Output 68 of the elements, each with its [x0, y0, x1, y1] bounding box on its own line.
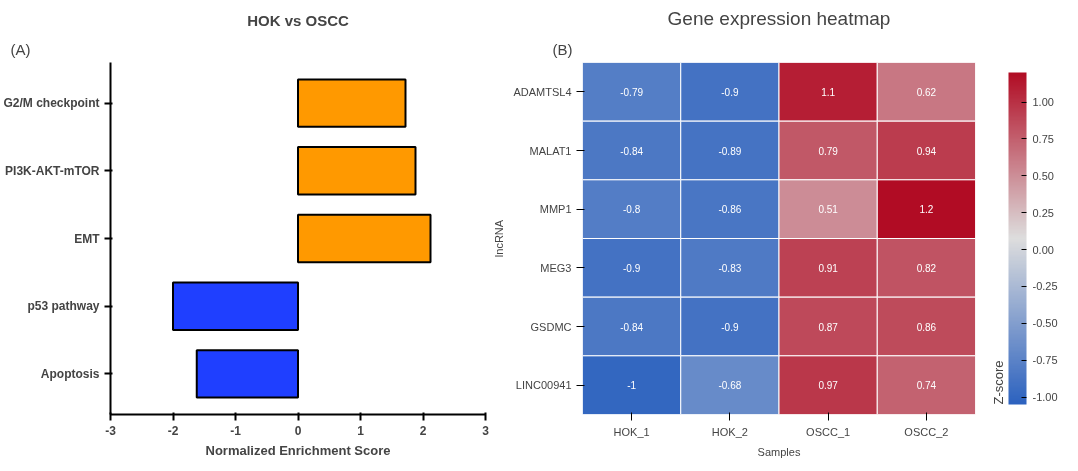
color-bar-label: 1.00 — [1032, 96, 1054, 109]
x-tick-label: HOK_1 — [613, 425, 650, 438]
color-bar-label: -0.75 — [1032, 354, 1058, 367]
y-tick-label: MEG3 — [540, 261, 572, 274]
x-axis-title: Normalized Enrichment Score — [205, 442, 391, 458]
bar — [297, 78, 407, 128]
x-tick-label: -3 — [105, 423, 117, 438]
data-label: -0.8 — [623, 204, 641, 216]
text: (A) — [10, 40, 31, 58]
data-label: 0.74 — [916, 380, 937, 392]
x-tick-label: 2 — [419, 423, 427, 438]
data-label: -0.84 — [620, 321, 644, 333]
data-label: -0.68 — [718, 380, 742, 392]
y-tick-label: Apoptosis — [40, 366, 100, 381]
y-tick-label: PI3K-AKT-mTOR — [5, 163, 100, 178]
data-label: 0.97 — [818, 380, 839, 392]
data-label: -0.9 — [721, 86, 739, 98]
data-label: 0.82 — [916, 262, 937, 274]
data-label: -0.9 — [721, 321, 739, 333]
data-label: 0.79 — [818, 145, 839, 157]
x-axis-title: Samples — [757, 445, 801, 458]
data-label: -0.83 — [718, 262, 742, 274]
x-tick-label: 3 — [482, 423, 490, 438]
color-bar-label: 0.50 — [1032, 169, 1054, 182]
x-tick-label: HOK_2 — [711, 425, 748, 438]
color-bar-label: -1.00 — [1032, 391, 1058, 404]
y-tick-label: p53 pathway — [27, 299, 100, 314]
x-tick-label: OSCC_2 — [904, 425, 949, 438]
data-label: -1 — [627, 380, 637, 392]
x-tick-label: 1 — [357, 423, 365, 438]
x-tick-label: -1 — [230, 423, 242, 438]
color-bar-title: Z-score — [990, 360, 1006, 405]
data-label: 0.91 — [818, 262, 839, 274]
x-tick-label: OSCC_1 — [806, 425, 851, 438]
data-label: 0.62 — [916, 86, 937, 98]
data-label: -0.9 — [623, 262, 641, 274]
color-bar-label: 0.00 — [1032, 243, 1054, 256]
y-axis-title: lncRNA — [493, 219, 506, 258]
data-label: -0.89 — [718, 145, 742, 157]
color-bar-label: 0.25 — [1032, 206, 1054, 219]
y-tick-label: LINC00941 — [515, 379, 572, 392]
y-tick-label: MMP1 — [539, 203, 572, 216]
bar — [172, 281, 299, 331]
data-label: -0.86 — [718, 204, 742, 216]
color-bar-label: 0.75 — [1032, 132, 1054, 145]
data-label: 1.2 — [919, 204, 934, 216]
data-label: 1.1 — [821, 86, 836, 98]
data-label: 0.94 — [916, 145, 937, 157]
bar — [297, 213, 432, 264]
y-tick-label: MALAT1 — [529, 144, 572, 157]
data-label: 0.87 — [818, 321, 839, 333]
color-bar-label: -0.50 — [1032, 317, 1058, 330]
color-bar-label: -0.25 — [1032, 280, 1058, 293]
y-tick-label: G2/M checkpoint — [3, 96, 100, 111]
x-tick-label: 0 — [294, 423, 302, 438]
x-tick-label: -2 — [167, 423, 179, 438]
y-tick-label: EMT — [74, 231, 101, 246]
data-label: 0.86 — [916, 321, 937, 333]
data-label: -0.79 — [620, 86, 644, 98]
bar — [195, 349, 299, 399]
y-tick-label: GSDMC — [530, 320, 572, 333]
chart-title: HOK vs OSCC — [247, 11, 350, 29]
y-tick-label: ADAMTSL4 — [513, 85, 572, 98]
bar — [297, 146, 417, 196]
chart-title: Gene expression heatmap — [667, 7, 891, 29]
text: (B) — [552, 40, 573, 58]
data-label: 0.51 — [818, 204, 839, 216]
data-label: -0.84 — [620, 145, 644, 157]
